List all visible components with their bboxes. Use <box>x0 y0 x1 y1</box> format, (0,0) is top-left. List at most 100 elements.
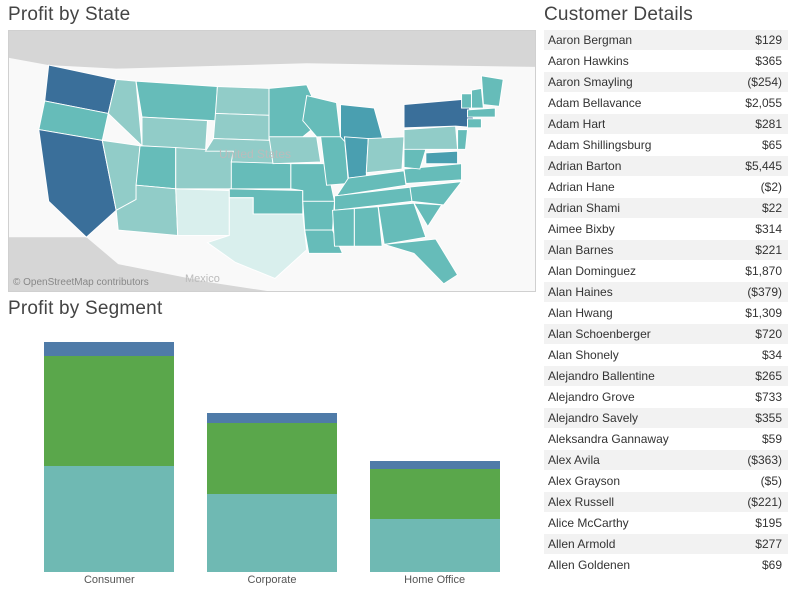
customer-name: Alan Dominguez <box>548 264 636 278</box>
customer-value: ($363) <box>726 453 782 467</box>
state-vt[interactable] <box>462 94 472 108</box>
customer-name: Aleksandra Gannaway <box>548 432 669 446</box>
state-sd[interactable] <box>213 113 269 140</box>
customer-row[interactable]: Alan Schoenberger$720 <box>544 324 788 345</box>
customer-value: $65 <box>726 138 782 152</box>
customer-name: Aaron Smayling <box>548 75 633 89</box>
customer-value: ($221) <box>726 495 782 509</box>
customer-row[interactable]: Alex Avila($363) <box>544 450 788 471</box>
state-ct[interactable] <box>468 119 482 128</box>
state-ms[interactable] <box>333 209 355 247</box>
customer-name: Alan Shonely <box>548 348 619 362</box>
state-co[interactable] <box>176 148 234 189</box>
customer-row[interactable]: Aleksandra Gannaway$59 <box>544 429 788 450</box>
customer-row[interactable]: Aimee Bixby$314 <box>544 219 788 240</box>
segment-stack[interactable] <box>44 356 174 466</box>
customer-row[interactable]: Alan Haines($379) <box>544 282 788 303</box>
customer-row[interactable]: Alice McCarthy $195 <box>544 513 788 534</box>
segment-stack[interactable] <box>370 469 500 519</box>
customer-name: Allen Armold <box>548 537 615 551</box>
segment-stack[interactable] <box>207 413 337 424</box>
customer-row[interactable]: Alejandro Grove$733 <box>544 387 788 408</box>
customer-value: $1,309 <box>726 306 782 320</box>
customer-row[interactable]: Alan Dominguez $1,870 <box>544 261 788 282</box>
customer-row[interactable]: Aaron Smayling ($254) <box>544 72 788 93</box>
state-nj[interactable] <box>458 130 468 150</box>
segment-stack[interactable] <box>207 423 337 494</box>
customer-name: Alice McCarthy <box>548 516 629 530</box>
profit-by-segment-panel: Profit by Segment ConsumerCorporateHome … <box>8 298 536 592</box>
segment-axis: ConsumerCorporateHome Office <box>8 572 536 592</box>
segment-bar-consumer[interactable] <box>39 342 179 572</box>
segment-stack[interactable] <box>370 461 500 470</box>
segment-bar-corporate[interactable] <box>202 413 342 572</box>
customer-name: Aaron Bergman <box>548 33 632 47</box>
state-nc[interactable] <box>410 182 462 205</box>
customer-value: $1,870 <box>726 264 782 278</box>
customer-name: Adrian Shami <box>548 201 620 215</box>
customer-row[interactable]: Alan Barnes$221 <box>544 240 788 261</box>
segment-plot[interactable] <box>8 324 536 572</box>
customer-name: Alan Hwang <box>548 306 613 320</box>
customer-value: $22 <box>726 201 782 215</box>
customer-row[interactable]: Adrian Shami $22 <box>544 198 788 219</box>
state-ma[interactable] <box>468 108 496 117</box>
customer-row[interactable]: Alex Russell($221) <box>544 492 788 513</box>
customer-value: ($5) <box>726 474 782 488</box>
state-ia[interactable] <box>269 137 321 164</box>
customer-table[interactable]: Aaron Bergman$129Aaron Hawkins$365Aaron … <box>544 30 788 592</box>
profit-by-state-panel: Profit by State United States Mexico © O… <box>8 4 536 298</box>
customer-row[interactable]: Alan Hwang $1,309 <box>544 303 788 324</box>
state-md[interactable] <box>426 151 458 164</box>
state-ks[interactable] <box>231 162 291 189</box>
state-nd[interactable] <box>215 87 269 116</box>
customer-value: $265 <box>726 369 782 383</box>
customer-value: $281 <box>726 117 782 131</box>
customer-row[interactable]: Allen Goldenen$69 <box>544 555 788 576</box>
customer-title: Customer Details <box>544 4 788 26</box>
customer-row[interactable]: Alejandro Ballentine$265 <box>544 366 788 387</box>
segment-stack[interactable] <box>44 466 174 572</box>
customer-row[interactable]: Alex Grayson ($5) <box>544 471 788 492</box>
land-other <box>9 31 535 69</box>
state-wv[interactable] <box>404 148 426 170</box>
us-map[interactable] <box>9 31 535 291</box>
customer-value: $129 <box>726 33 782 47</box>
state-me[interactable] <box>481 76 503 106</box>
state-ar[interactable] <box>303 201 335 230</box>
segment-stack[interactable] <box>44 342 174 356</box>
customer-row[interactable]: Adam Bellavance$2,055 <box>544 93 788 114</box>
segment-stack[interactable] <box>370 519 500 572</box>
customer-value: ($254) <box>726 75 782 89</box>
state-in[interactable] <box>344 137 368 178</box>
customer-name: Aaron Hawkins <box>548 54 629 68</box>
customer-row[interactable]: Alan Shonely$34 <box>544 345 788 366</box>
state-al[interactable] <box>354 207 382 246</box>
customer-row[interactable]: Aaron Bergman $129 <box>544 30 788 51</box>
map-frame[interactable]: United States Mexico © OpenStreetMap con… <box>8 30 536 292</box>
state-ut[interactable] <box>136 146 176 189</box>
customer-value: $221 <box>726 243 782 257</box>
customer-row[interactable]: Adrian Hane($2) <box>544 177 788 198</box>
customer-name: Alex Grayson <box>548 474 620 488</box>
customer-row[interactable]: Adam Shillingsburg$65 <box>544 135 788 156</box>
segment-stack[interactable] <box>207 494 337 572</box>
customer-value: $195 <box>726 516 782 530</box>
map-title: Profit by State <box>8 4 536 26</box>
segment-axis-label: Corporate <box>202 574 342 586</box>
customer-row[interactable]: Aaron Hawkins$365 <box>544 51 788 72</box>
segment-bar-home-office[interactable] <box>365 461 505 572</box>
customer-row[interactable]: Alejandro Savely$355 <box>544 408 788 429</box>
customer-name: Adam Bellavance <box>548 96 641 110</box>
state-nh[interactable] <box>471 88 483 108</box>
state-fl[interactable] <box>384 239 457 284</box>
customer-row[interactable]: Adrian Barton$5,445 <box>544 156 788 177</box>
state-nm[interactable] <box>176 189 230 236</box>
state-oh[interactable] <box>366 137 404 173</box>
state-mt[interactable] <box>136 81 217 120</box>
state-pa[interactable] <box>404 126 458 149</box>
customer-name: Adam Hart <box>548 117 605 131</box>
customer-value: $277 <box>726 537 782 551</box>
customer-row[interactable]: Allen Armold $277 <box>544 534 788 555</box>
customer-row[interactable]: Adam Hart $281 <box>544 114 788 135</box>
